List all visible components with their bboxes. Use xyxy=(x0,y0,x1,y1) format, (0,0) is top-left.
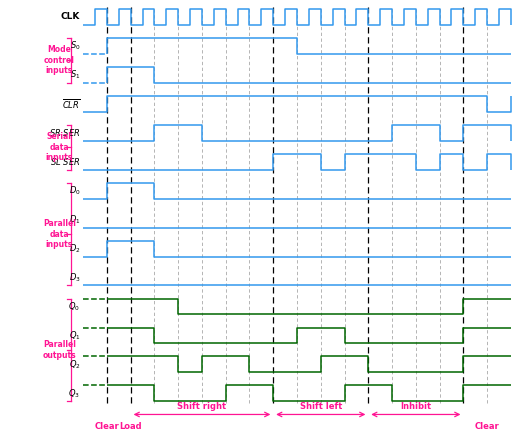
Text: $\mathit{D}_0$: $\mathit{D}_0$ xyxy=(68,184,80,197)
Text: Serial
data
inputs: Serial data inputs xyxy=(46,132,73,162)
Text: $\mathit{Q}_2$: $\mathit{Q}_2$ xyxy=(68,358,80,371)
Text: Mode
control
inputs: Mode control inputs xyxy=(44,45,75,75)
Text: Shift right: Shift right xyxy=(177,402,226,411)
Text: $\mathit{SR\ SER}$: $\mathit{SR\ SER}$ xyxy=(49,127,80,138)
Text: $\mathit{D}_1$: $\mathit{D}_1$ xyxy=(69,213,80,226)
Text: Shift left: Shift left xyxy=(299,402,342,411)
Text: $\mathit{D}_2$: $\mathit{D}_2$ xyxy=(69,242,80,255)
Text: $\mathit{Q}_3$: $\mathit{Q}_3$ xyxy=(68,387,80,400)
Text: Clear: Clear xyxy=(95,422,119,431)
Text: Clear: Clear xyxy=(474,422,499,431)
Text: $\mathit{SL\ SER}$: $\mathit{SL\ SER}$ xyxy=(50,156,80,167)
Text: $\mathit{Q}_0$: $\mathit{Q}_0$ xyxy=(68,300,80,313)
Text: $\overline{\mathit{CLR}}$: $\overline{\mathit{CLR}}$ xyxy=(62,97,80,110)
Text: Parallel
outputs: Parallel outputs xyxy=(42,340,76,360)
Text: $\mathit{Q}_1$: $\mathit{Q}_1$ xyxy=(68,329,80,342)
Text: $\mathit{S}_0$: $\mathit{S}_0$ xyxy=(70,39,80,52)
Text: Inhibit: Inhibit xyxy=(400,402,431,411)
Text: $\mathit{S}_1$: $\mathit{S}_1$ xyxy=(70,69,80,81)
Text: Load: Load xyxy=(119,422,142,431)
Text: $\mathit{D}_3$: $\mathit{D}_3$ xyxy=(68,271,80,284)
Text: CLK: CLK xyxy=(61,12,80,21)
Text: Parallel
data
inputs: Parallel data inputs xyxy=(43,219,76,249)
